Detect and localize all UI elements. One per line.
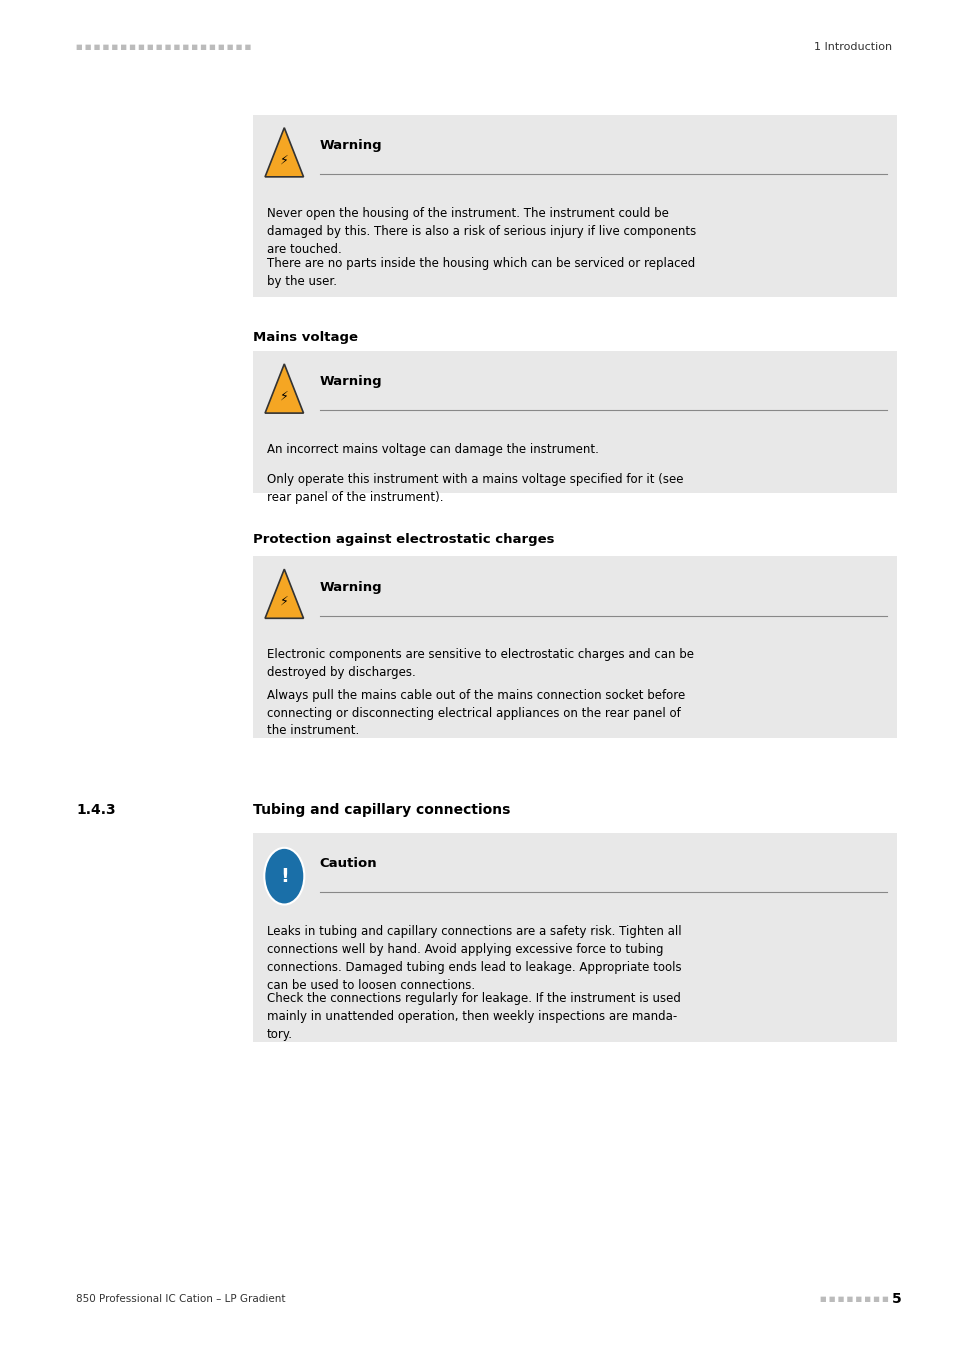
Text: Warning: Warning — [319, 139, 382, 153]
FancyBboxPatch shape — [253, 838, 314, 917]
Text: Never open the housing of the instrument. The instrument could be
damaged by thi: Never open the housing of the instrument… — [267, 207, 696, 255]
FancyBboxPatch shape — [253, 562, 314, 640]
Text: An incorrect mains voltage can damage the instrument.: An incorrect mains voltage can damage th… — [267, 443, 598, 456]
Polygon shape — [265, 364, 303, 413]
Text: Only operate this instrument with a mains voltage specified for it (see
rear pan: Only operate this instrument with a main… — [267, 472, 683, 504]
Text: !: ! — [279, 867, 289, 886]
FancyBboxPatch shape — [253, 356, 314, 435]
Text: Electronic components are sensitive to electrostatic charges and can be
destroye: Electronic components are sensitive to e… — [267, 648, 694, 679]
Text: Warning: Warning — [319, 580, 382, 594]
Text: Mains voltage: Mains voltage — [253, 331, 357, 344]
Circle shape — [264, 848, 304, 904]
Text: Protection against electrostatic charges: Protection against electrostatic charges — [253, 533, 554, 547]
Polygon shape — [265, 570, 303, 618]
FancyBboxPatch shape — [253, 833, 896, 1042]
Text: ⚡: ⚡ — [279, 154, 289, 166]
Text: ⚡: ⚡ — [279, 595, 289, 608]
Text: 5: 5 — [891, 1292, 901, 1305]
Text: ■ ■ ■ ■ ■ ■ ■ ■: ■ ■ ■ ■ ■ ■ ■ ■ — [820, 1296, 890, 1301]
Text: There are no parts inside the housing which can be serviced or replaced
by the u: There are no parts inside the housing wh… — [267, 256, 695, 288]
FancyBboxPatch shape — [253, 120, 314, 198]
Text: Caution: Caution — [319, 857, 376, 871]
FancyBboxPatch shape — [253, 351, 896, 493]
Text: Check the connections regularly for leakage. If the instrument is used
mainly in: Check the connections regularly for leak… — [267, 992, 680, 1041]
Text: Warning: Warning — [319, 375, 382, 389]
Text: ⚡: ⚡ — [279, 390, 289, 402]
Text: 1 Introduction: 1 Introduction — [813, 42, 891, 53]
FancyBboxPatch shape — [253, 556, 896, 738]
Text: ■ ■ ■ ■ ■ ■ ■ ■ ■ ■ ■ ■ ■ ■ ■ ■ ■ ■ ■ ■: ■ ■ ■ ■ ■ ■ ■ ■ ■ ■ ■ ■ ■ ■ ■ ■ ■ ■ ■ ■ — [76, 45, 253, 50]
FancyBboxPatch shape — [253, 115, 896, 297]
Text: Tubing and capillary connections: Tubing and capillary connections — [253, 803, 510, 817]
Text: 1.4.3: 1.4.3 — [76, 803, 116, 817]
Text: 850 Professional IC Cation – LP Gradient: 850 Professional IC Cation – LP Gradient — [76, 1293, 286, 1304]
Polygon shape — [265, 128, 303, 177]
Text: Leaks in tubing and capillary connections are a safety risk. Tighten all
connect: Leaks in tubing and capillary connection… — [267, 925, 681, 992]
Text: Always pull the mains cable out of the mains connection socket before
connecting: Always pull the mains cable out of the m… — [267, 688, 684, 737]
